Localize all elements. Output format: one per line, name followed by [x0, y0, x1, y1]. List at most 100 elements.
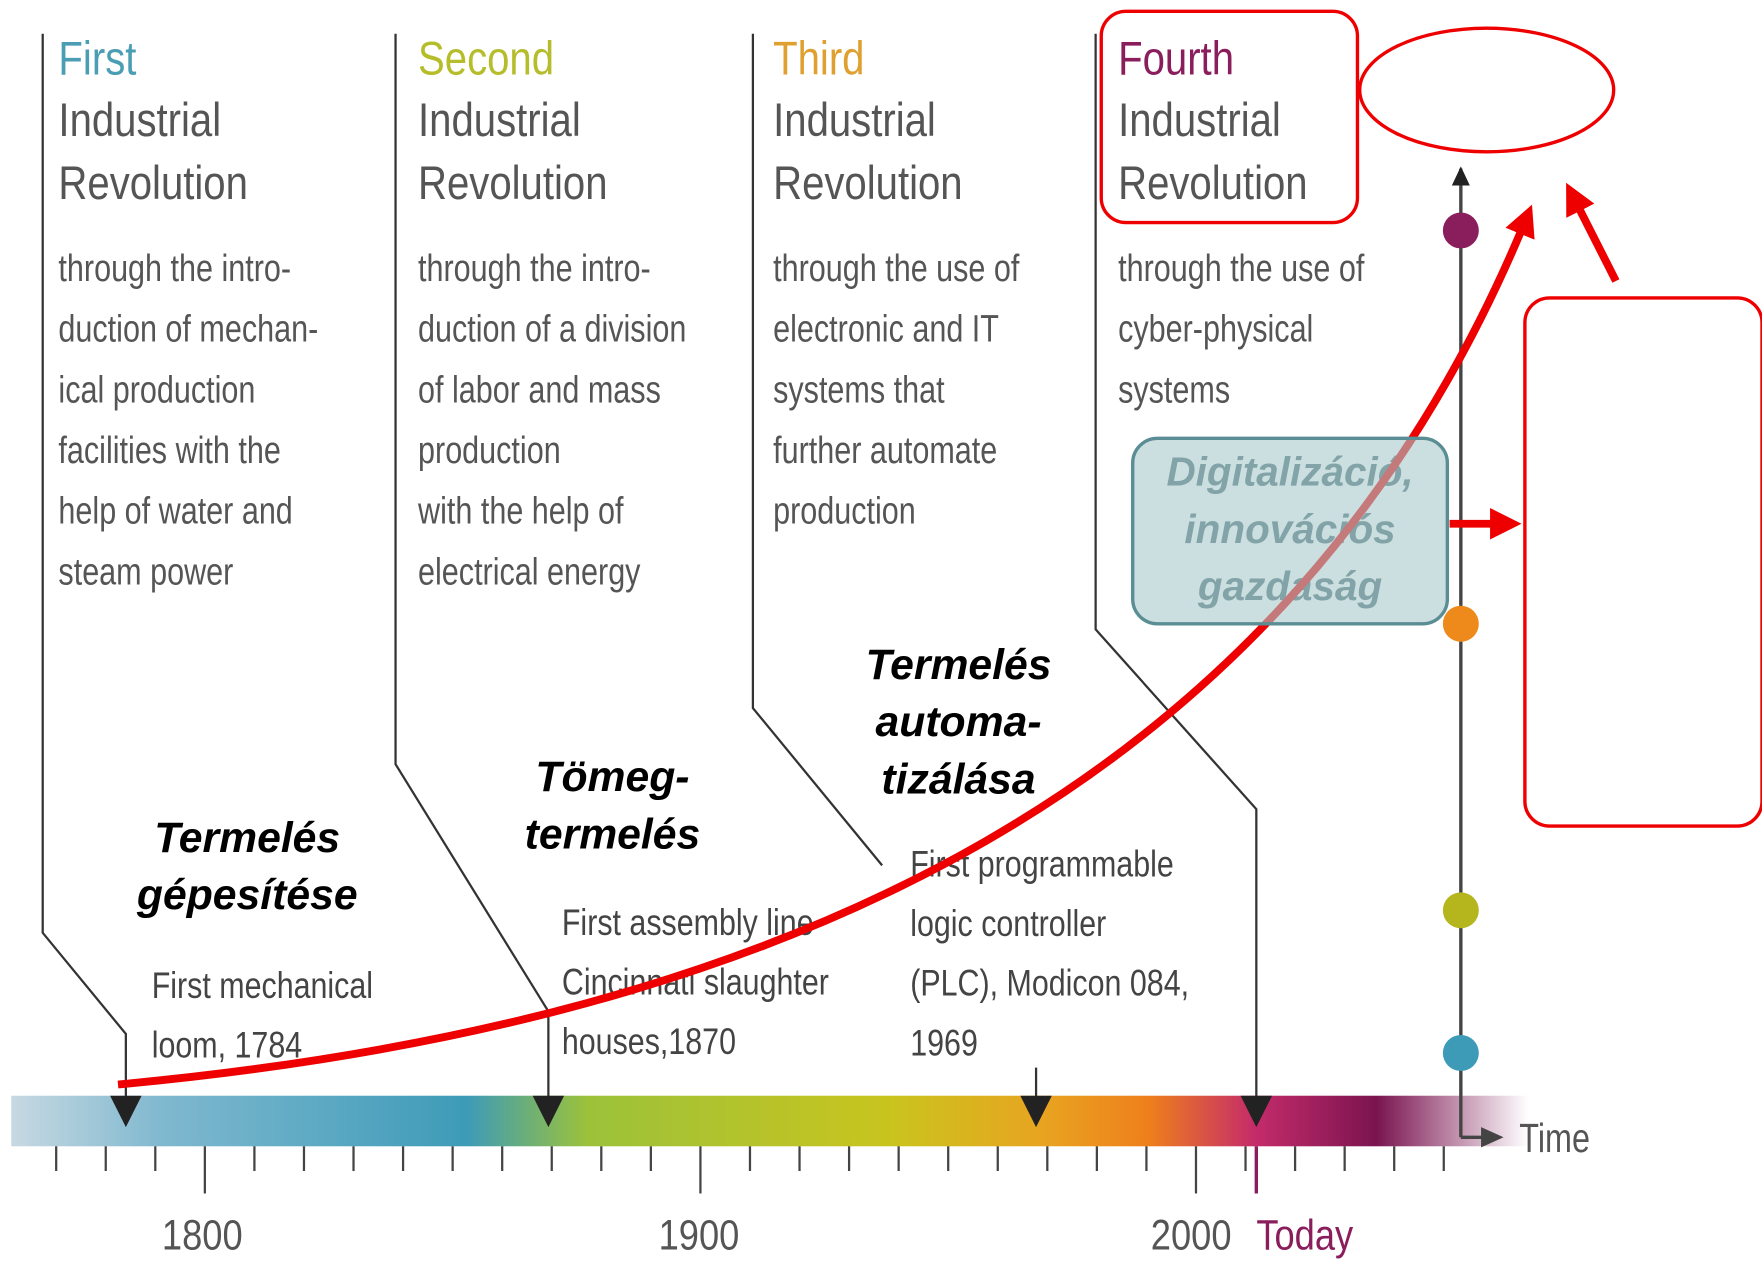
axis-label-group: Time: [1519, 1115, 1590, 1160]
description-group: electronic and IT: [773, 309, 999, 351]
axis-label: Time: [1519, 1115, 1590, 1160]
description-group: with the help of: [417, 491, 624, 533]
stage-label: gépesítése: [136, 871, 358, 919]
description: through the intro-: [418, 248, 651, 290]
description-group: of labor and mass: [418, 369, 661, 411]
description-group: facilities with the: [58, 430, 280, 472]
milestone-group: First mechanical: [152, 965, 373, 1007]
stage-label-group: tizálása: [881, 755, 1035, 803]
milestone-group: First assembly line: [562, 902, 814, 944]
milestone: houses,1870: [562, 1021, 736, 1063]
axis-label-group: Today: [1256, 1212, 1353, 1259]
ordinal: Second: [418, 32, 554, 85]
milestone: (PLC), Modicon 084,: [910, 963, 1189, 1005]
description: duction of mechan-: [58, 309, 318, 351]
ordinal: Fourth: [1118, 32, 1234, 85]
stage-label: Tömeg-: [535, 753, 689, 801]
milestone-group: (PLC), Modicon 084,: [910, 963, 1189, 1005]
stage-label-group: Termelés: [154, 814, 340, 862]
description: further automate: [773, 430, 997, 472]
description-group: ical production: [58, 369, 255, 411]
axis-label: 1900: [659, 1212, 740, 1259]
heading-group: Industrial: [773, 94, 936, 147]
description: through the use of: [1118, 248, 1365, 290]
milestone-group: First programmable: [910, 844, 1174, 886]
milestone: 1969: [910, 1022, 978, 1064]
description-group: production: [773, 491, 916, 533]
stage-label-group: termelés: [525, 811, 701, 859]
description-group: through the use of: [1118, 248, 1365, 290]
heading-group: Industrial: [1118, 94, 1281, 147]
axis-label: Today: [1256, 1212, 1353, 1259]
ordinal: First: [58, 32, 136, 85]
description: electronic and IT: [773, 309, 999, 351]
stage-label: tizálása: [881, 755, 1035, 803]
heading: Industrial: [773, 94, 936, 147]
heading: Revolution: [773, 157, 962, 210]
description-group: help of water and: [58, 491, 292, 533]
heading-group: Revolution: [773, 157, 962, 210]
axis-label: 1800: [162, 1212, 243, 1259]
milestone: loom, 1784: [152, 1025, 302, 1067]
description: through the use of: [773, 248, 1020, 290]
milestone: First programmable: [910, 844, 1174, 886]
heading: Industrial: [58, 94, 221, 147]
description: systems that: [773, 369, 945, 411]
stage-label: Termelés: [154, 814, 340, 862]
heading: Revolution: [418, 157, 607, 210]
axis-label-group: 2000: [1151, 1212, 1232, 1259]
stage-label: automa-: [876, 698, 1042, 746]
stage-label-group: Termelés: [866, 641, 1052, 689]
ordinal-group: Third: [773, 32, 864, 85]
milestone: First assembly line: [562, 902, 814, 944]
description-group: steam power: [58, 551, 233, 593]
timeline: [11, 33, 1529, 1194]
milestone: logic controller: [910, 903, 1106, 945]
description-group: duction of a division: [418, 309, 686, 351]
heading-group: Industrial: [58, 94, 221, 147]
milestone: First mechanical: [152, 965, 373, 1007]
description: of labor and mass: [418, 369, 661, 411]
milestone-group: logic controller: [910, 903, 1106, 945]
heading: Revolution: [58, 157, 247, 210]
description: facilities with the: [58, 430, 280, 472]
heading-group: Revolution: [418, 157, 607, 210]
description-group: through the intro-: [58, 248, 291, 290]
annotations: [117, 9, 1762, 1089]
description: cyber-physical: [1118, 309, 1313, 351]
description-group: electrical energy: [418, 551, 641, 593]
milestone-group: 1969: [910, 1022, 978, 1064]
axis-label-group: 1800: [162, 1212, 243, 1259]
milestone-group: houses,1870: [562, 1021, 736, 1063]
stage-label: termelés: [525, 811, 701, 859]
description: with the help of: [417, 491, 624, 533]
description-group: through the use of: [773, 248, 1020, 290]
stage-label-group: automa-: [876, 698, 1042, 746]
description-group: production: [418, 430, 561, 472]
stage-label-group: gépesítése: [136, 871, 358, 919]
description: production: [773, 491, 916, 533]
description: systems: [1118, 369, 1230, 411]
milestone-group: loom, 1784: [152, 1025, 302, 1067]
ordinal-group: Fourth: [1118, 32, 1234, 85]
description: help of water and: [58, 491, 292, 533]
axis-label-group: 1900: [659, 1212, 740, 1259]
description-group: further automate: [773, 430, 997, 472]
description-group: through the intro-: [418, 248, 651, 290]
heading-group: Revolution: [1118, 157, 1307, 210]
ordinal-group: First: [58, 32, 136, 85]
heading: Revolution: [1118, 157, 1307, 210]
description: electrical energy: [418, 551, 641, 593]
description-group: cyber-physical: [1118, 309, 1313, 351]
heading-group: Revolution: [58, 157, 247, 210]
description: through the intro-: [58, 248, 291, 290]
heading-group: Industrial: [418, 94, 581, 147]
heading: Industrial: [1118, 94, 1281, 147]
stage-label-group: Tömeg-: [535, 753, 689, 801]
description: ical production: [58, 369, 255, 411]
description: steam power: [58, 551, 233, 593]
description-group: duction of mechan-: [58, 309, 318, 351]
description: duction of a division: [418, 309, 686, 351]
description-group: systems that: [773, 369, 945, 411]
